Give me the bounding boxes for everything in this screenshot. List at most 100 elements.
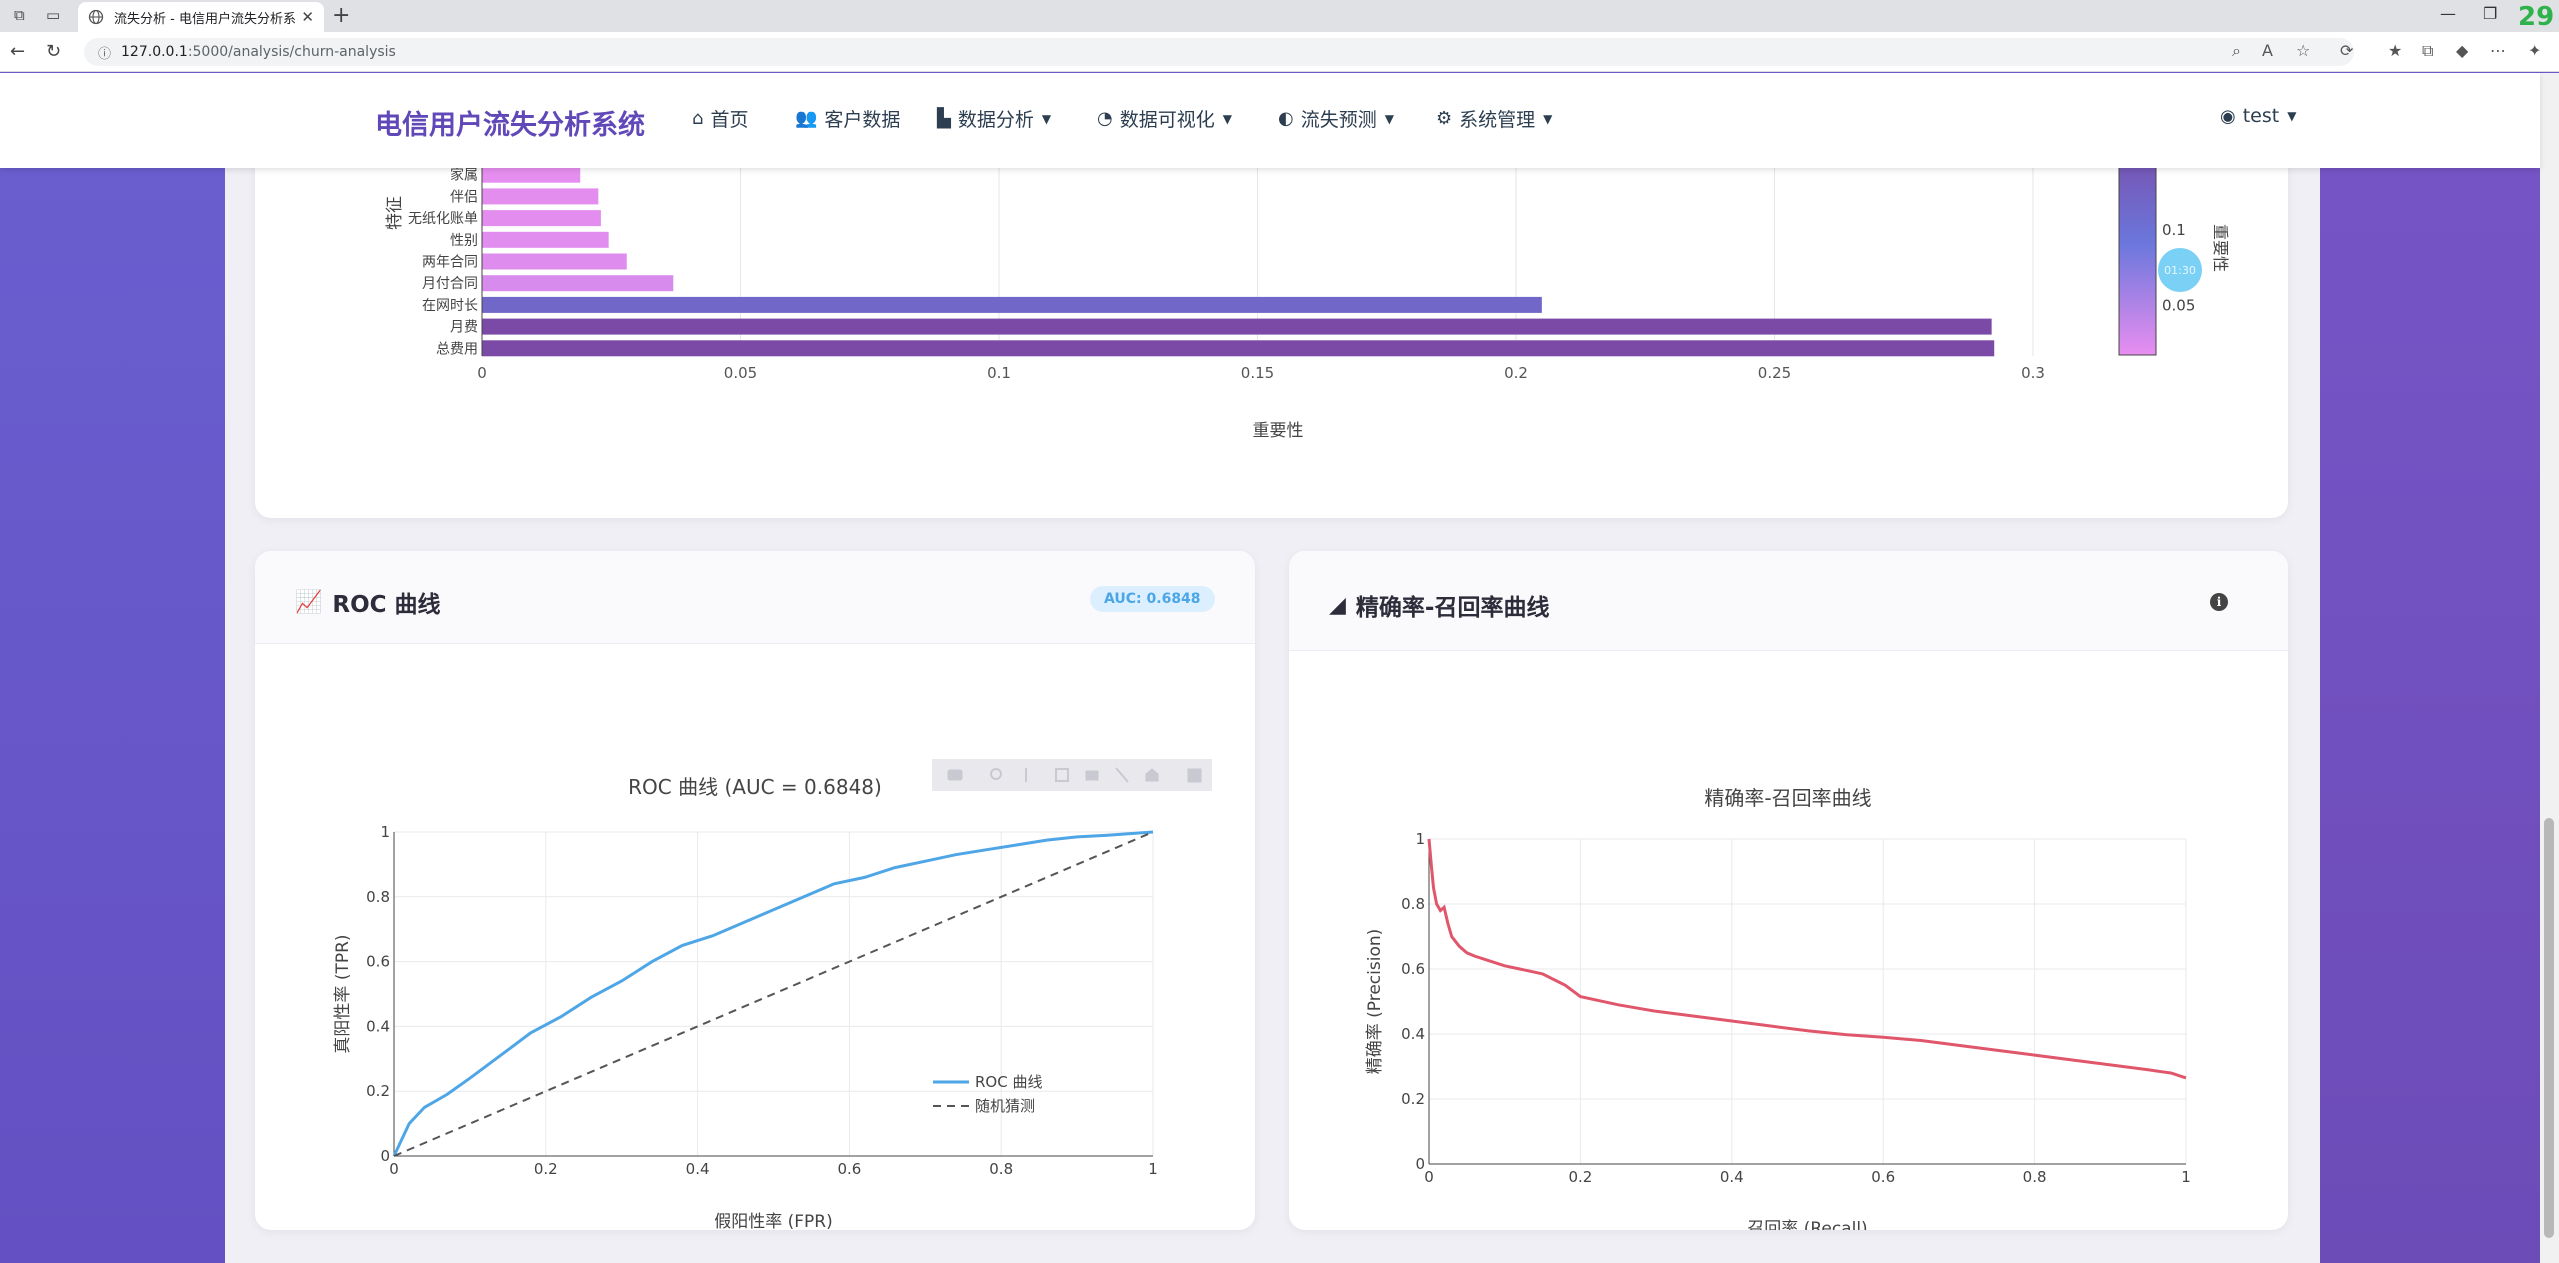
- globe-icon: [88, 9, 104, 25]
- timer-bubble[interactable]: 01:30: [2158, 248, 2202, 292]
- user-name: test: [2242, 105, 2280, 127]
- url-field[interactable]: ⓘ 127.0.0.1:5000/analysis/churn-analysis: [84, 38, 2354, 66]
- reload-icon[interactable]: ↻: [46, 41, 62, 62]
- page-scrollbar[interactable]: [2540, 73, 2559, 1263]
- chevron-down-icon: ▼: [1222, 111, 1232, 126]
- x-tick-label: 0.2: [1504, 364, 1528, 382]
- y-tick-label: 0.2: [366, 1082, 390, 1100]
- nav-customers[interactable]: 👥 客户数据: [795, 105, 900, 132]
- url-host: 127.0.0.1: [121, 44, 188, 60]
- page-viewport: 00.050.10.150.20.250.3老年人家属伴侣无纸化账单性别两年合同…: [0, 73, 2559, 1263]
- tab-title: 流失分析 - 电信用户流失分析系统: [114, 11, 296, 27]
- nav-home[interactable]: ⌂ 首页: [692, 105, 748, 132]
- gear-icon: ⚙: [1436, 108, 1453, 129]
- x-tick-label: 0.3: [2021, 364, 2045, 382]
- x-tick-label: 0.8: [2023, 1168, 2047, 1186]
- bar: [482, 318, 1992, 335]
- brand-title[interactable]: 电信用户流失分析系统: [375, 110, 645, 141]
- collections-icon[interactable]: ⧉: [2422, 41, 2434, 60]
- x-tick-label: 0.2: [1568, 1168, 1592, 1186]
- pr-chart[interactable]: 0 0.2 0.4 0.6 0.8 1 0 0.2 0.4 0.6 0.8 1 精确率-召回率曲线召回率…: [1289, 551, 2288, 1230]
- y-tick-label: 1: [380, 823, 390, 841]
- roc-card: 📈 ROC 曲线 AUC: 0.6848 0 0.2 0.4 0.6 0.8 1 0 0.2 0…: [255, 551, 1255, 1230]
- x-tick-label: 1: [1148, 1160, 1158, 1178]
- y-tick-label: 在网时长: [422, 298, 478, 314]
- nav-customers-label: 客户数据: [824, 109, 901, 131]
- roc-card-header: 📈 ROC 曲线 AUC: 0.6848: [255, 551, 1255, 644]
- info-icon[interactable]: i: [2210, 593, 2228, 611]
- address-bar: ← ↻ ⓘ 127.0.0.1:5000/analysis/churn-anal…: [0, 32, 2559, 72]
- colorbar-tick-label: 0.1: [2162, 221, 2186, 239]
- y-tick-label: 伴侣: [450, 189, 478, 205]
- site-info-icon[interactable]: ⓘ: [98, 46, 112, 62]
- roc-card-title: 📈 ROC 曲线: [295, 585, 441, 619]
- y-axis-title: 精确率 (Precision): [1365, 929, 1385, 1075]
- y-tick-label: 0.2: [1401, 1090, 1425, 1108]
- favorite-icon[interactable]: ☆: [2296, 41, 2311, 60]
- auc-badge: AUC: 0.6848: [1090, 586, 1215, 612]
- read-aloud-icon[interactable]: A: [2262, 41, 2273, 60]
- modebar-icons[interactable]: [932, 759, 1212, 791]
- autoscale-icon: [1115, 767, 1129, 783]
- more-icon[interactable]: ⋯: [2490, 41, 2506, 60]
- users-icon: 👥: [795, 108, 818, 129]
- minimize-icon[interactable]: —: [2440, 4, 2456, 23]
- back-icon[interactable]: ←: [10, 41, 26, 62]
- x-tick-label: 0.4: [686, 1160, 710, 1178]
- nav-visualization[interactable]: ◔ 数据可视化 ▼: [1097, 105, 1232, 132]
- copilot-icon[interactable]: ✦: [2528, 41, 2542, 60]
- pr-card: ◢ 精确率-召回率曲线 i 0 0.2 0.4 0.6 0.8 1 0 0.2 0.4 0.6 0.…: [1289, 551, 2288, 1230]
- x-axis-title: 重要性: [1253, 421, 1304, 441]
- extension-icon[interactable]: ◆: [2456, 41, 2469, 60]
- brain-icon: ◐: [1278, 108, 1294, 129]
- nav-admin-label: 系统管理: [1459, 109, 1536, 131]
- zoom-icon[interactable]: ⌕: [2232, 41, 2241, 60]
- tab-actions-icon[interactable]: ▭: [46, 6, 61, 24]
- camera-icon: [947, 769, 963, 781]
- feature-importance-chart[interactable]: 00.050.10.150.20.250.3老年人家属伴侣无纸化账单性别两年合同…: [255, 73, 2288, 518]
- y-tick-label: 家属: [450, 167, 478, 184]
- top-navbar: 电信用户流失分析系统 ⌂ 首页 👥 客户数据 ▙ 数据分析 ▼ ◔ 数据可视化 ▼ ◐ 流失预…: [0, 73, 2540, 168]
- refresh-extension-icon[interactable]: ⟳: [2340, 41, 2354, 60]
- zoom-icon: [990, 768, 1002, 780]
- nav-home-label: 首页: [710, 109, 749, 131]
- legend-label: ROC 曲线: [975, 1073, 1042, 1091]
- roc-chart[interactable]: 0 0.2 0.4 0.6 0.8 1 0 0.2 0.4 0.6 0.8 1 ROC 曲线 (AUC …: [255, 551, 1255, 1230]
- restore-icon[interactable]: ❐: [2483, 4, 2498, 23]
- nav-analysis[interactable]: ▙ 数据分析 ▼: [937, 105, 1051, 132]
- plotly-logo-icon: [1187, 768, 1202, 783]
- y-tick-label: 0.8: [1401, 895, 1425, 913]
- bar: [482, 340, 1995, 357]
- y-tick-label: 0.4: [366, 1017, 390, 1035]
- x-tick-label: 0.25: [1758, 364, 1791, 382]
- x-axis-title: 假阳性率 (FPR): [714, 1212, 833, 1230]
- nav-prediction[interactable]: ◐ 流失预测 ▼: [1278, 105, 1394, 132]
- chart-area-icon: ◢: [1329, 592, 1346, 618]
- new-tab-icon[interactable]: +: [332, 3, 351, 28]
- legend-label: 随机猜测: [975, 1097, 1035, 1115]
- bar: [482, 275, 674, 292]
- user-menu[interactable]: ◉ test ▼: [2220, 105, 2296, 127]
- workspaces-icon[interactable]: ⧉: [14, 6, 25, 24]
- browser-tab[interactable]: 流失分析 - 电信用户流失分析系统 ✕: [78, 2, 324, 32]
- background-left: [0, 73, 225, 1263]
- background-right: [2320, 73, 2559, 1263]
- chevron-down-icon: ▼: [2287, 109, 2297, 123]
- chart-line-icon: 📈: [295, 589, 323, 615]
- url-path: :5000/analysis/churn-analysis: [187, 44, 396, 60]
- x-tick-label: 0.4: [1720, 1168, 1744, 1186]
- close-tab-icon[interactable]: ✕: [301, 8, 314, 26]
- x-axis-title: 召回率 (Recall): [1747, 1219, 1867, 1230]
- x-tick-label: 0: [389, 1160, 399, 1178]
- nav-admin[interactable]: ⚙ 系统管理 ▼: [1436, 105, 1552, 132]
- chevron-down-icon: ▼: [1384, 111, 1394, 126]
- y-axis-title: 特征: [385, 196, 405, 230]
- chart-title: ROC 曲线 (AUC = 0.6848): [628, 775, 882, 799]
- y-tick-label: 两年合同: [422, 255, 478, 271]
- favorites-icon[interactable]: ★: [2388, 41, 2403, 60]
- pr-card-header: ◢ 精确率-召回率曲线 i: [1289, 551, 2288, 651]
- chart-bar-icon: ▙: [937, 108, 951, 129]
- scrollbar-thumb[interactable]: [2544, 818, 2554, 1238]
- browser-tab-bar: ⧉ ▭ 流失分析 - 电信用户流失分析系统 ✕ + — ❐ 29: [0, 0, 2559, 32]
- y-tick-label: 总费用: [436, 341, 478, 357]
